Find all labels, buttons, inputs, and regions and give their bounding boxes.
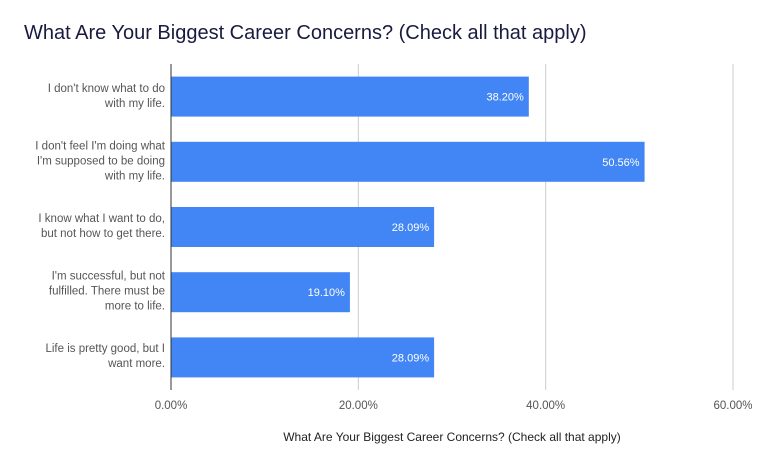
bar	[171, 76, 529, 117]
category-label-line: with my life.	[104, 97, 165, 110]
bar-data-label: 50.56%	[602, 157, 640, 169]
category-label: Life is pretty good, but I want more.	[5, 342, 165, 372]
category-label-line: more to life.	[104, 300, 165, 313]
bar	[171, 272, 350, 313]
category-label-line: I'm supposed to be doing	[36, 155, 165, 168]
category-label-line: I don't know what to do	[47, 82, 165, 95]
x-tick-label: 40.00%	[526, 400, 565, 412]
category-label: I don't feel I'm doing what I'm supposed …	[5, 139, 165, 184]
x-tick-label: 20.00%	[339, 400, 378, 412]
bar-data-label: 19.10%	[308, 287, 346, 299]
bar	[171, 337, 435, 378]
bar-data-label: 28.09%	[392, 352, 430, 364]
x-tick-label: 60.00%	[713, 400, 752, 412]
bar	[171, 141, 645, 182]
category-label: I don't know what to do with my life.	[5, 82, 165, 112]
category-label-line: but not how to get there.	[40, 228, 165, 240]
category-label-line: fulfilled. There must be	[48, 285, 165, 298]
category-label-line: I'm successful, but not	[51, 270, 165, 283]
category-label: I'm successful, but not fulfilled. There …	[5, 270, 165, 315]
category-label-line: want more.	[108, 358, 165, 371]
x-axis-title: What Are Your Biggest Career Concerns? (…	[283, 430, 621, 444]
category-label-line: with my life.	[104, 170, 165, 183]
bar-data-label: 38.20%	[486, 92, 524, 104]
x-tick-label: 0.00%	[155, 400, 188, 412]
bar	[171, 207, 435, 247]
category-label: I know what I want to do, but not how to …	[5, 212, 165, 242]
category-label-line: I know what I want to do,	[38, 213, 165, 225]
chart-title: What Are Your Biggest Career Concerns? (…	[24, 22, 587, 44]
bar-data-label: 28.09%	[392, 222, 430, 234]
category-label-line: I don't feel I'm doing what	[35, 140, 165, 153]
category-label-line: Life is pretty good, but I	[45, 343, 165, 356]
